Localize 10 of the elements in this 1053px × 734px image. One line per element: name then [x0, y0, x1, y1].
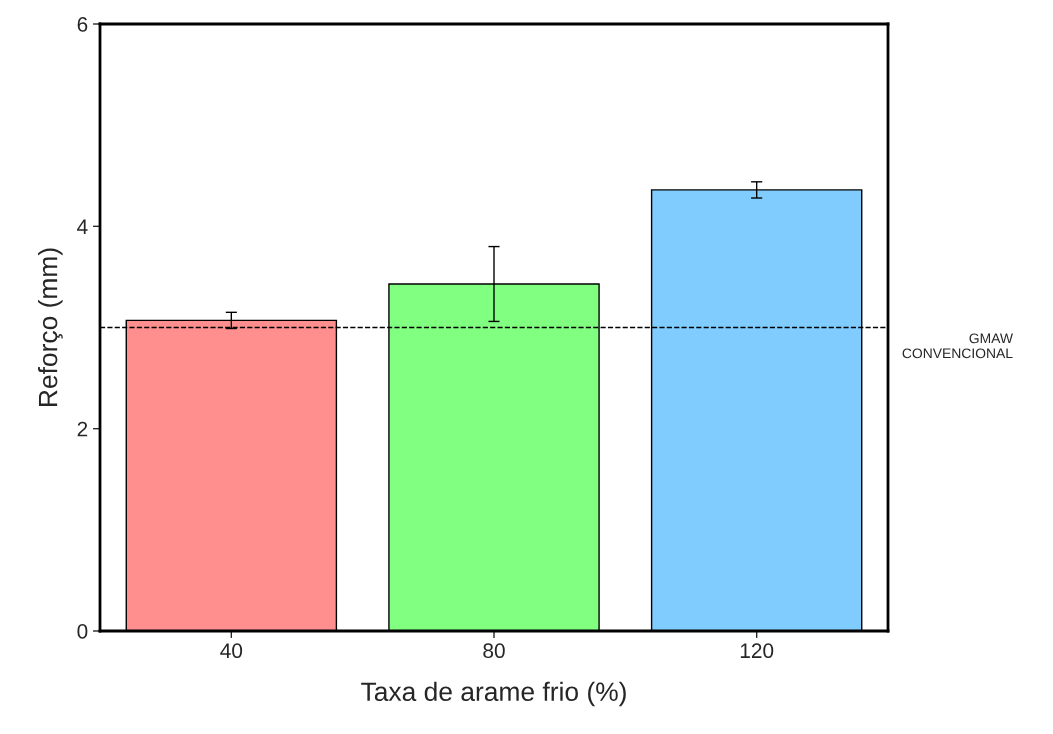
y-tick-label: 6	[77, 17, 88, 32]
ref-line-label: GMAW CONVENCIONAL	[902, 333, 1013, 359]
x-tick-label: 120	[740, 643, 774, 659]
x-axis-title: Taxa de arame frio (%)	[361, 681, 626, 707]
y-tick-label: 0	[77, 624, 88, 639]
y-tick-label: 2	[77, 421, 88, 437]
x-tick-label: 40	[220, 643, 243, 659]
y-tick-label: 4	[77, 219, 88, 234]
y-axis-title: Reforço (mm)	[38, 248, 63, 406]
x-tick-label: 80	[483, 643, 505, 659]
